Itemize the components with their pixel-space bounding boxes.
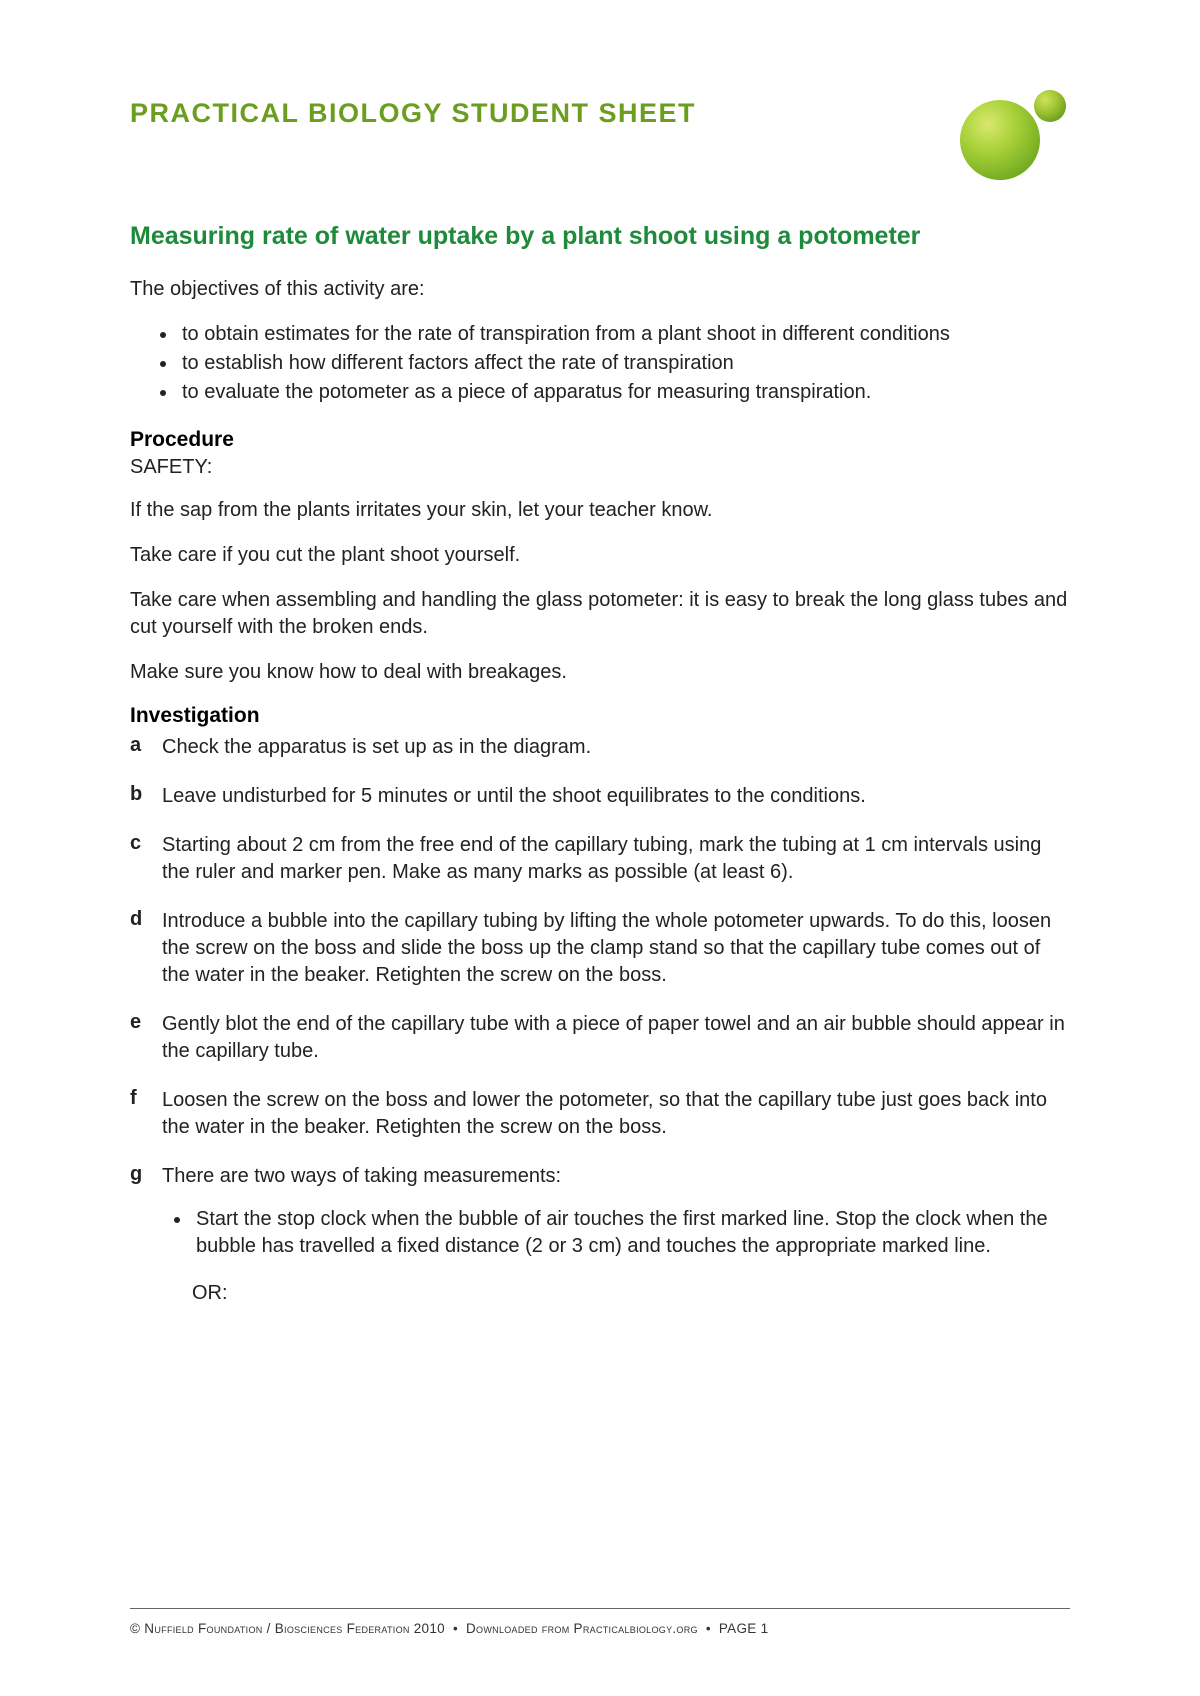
step-text: There are two ways of taking measurement… xyxy=(162,1165,561,1187)
step-text: Leave undisturbed for 5 minutes or until… xyxy=(162,783,1070,810)
investigation-steps: a Check the apparatus is set up as in th… xyxy=(130,734,1070,1307)
header: PRACTICAL BIOLOGY STUDENT SHEET xyxy=(130,90,1070,180)
step-g: g There are two ways of taking measureme… xyxy=(130,1163,1070,1307)
objective-item: to obtain estimates for the rate of tran… xyxy=(178,321,1070,348)
footer-text: © Nuffield Foundation / Biosciences Fede… xyxy=(130,1621,1070,1636)
footer-rule xyxy=(130,1608,1070,1609)
objective-item: to establish how different factors affec… xyxy=(178,350,1070,377)
step-marker: g xyxy=(130,1163,162,1307)
logo-small-circle xyxy=(1034,90,1066,122)
footer-copyright: © Nuffield Foundation / Biosciences Fede… xyxy=(130,1621,445,1636)
step-a: a Check the apparatus is set up as in th… xyxy=(130,734,1070,761)
footer-page: PAGE 1 xyxy=(719,1621,769,1636)
step-text: Introduce a bubble into the capillary tu… xyxy=(162,908,1070,989)
investigation-heading: Investigation xyxy=(130,704,1070,728)
step-marker: d xyxy=(130,908,162,989)
step-marker: e xyxy=(130,1011,162,1065)
step-marker: f xyxy=(130,1087,162,1141)
step-text: Check the apparatus is set up as in the … xyxy=(162,734,1070,761)
objective-item: to evaluate the potometer as a piece of … xyxy=(178,379,1070,406)
dot-icon: • xyxy=(706,1621,711,1636)
safety-label: SAFETY: xyxy=(130,456,1070,479)
dot-icon: • xyxy=(453,1621,458,1636)
objectives-intro: The objectives of this activity are: xyxy=(130,276,1070,303)
step-marker: c xyxy=(130,832,162,886)
procedure-heading: Procedure xyxy=(130,428,1070,452)
footer: © Nuffield Foundation / Biosciences Fede… xyxy=(130,1608,1070,1636)
objectives-list: to obtain estimates for the rate of tran… xyxy=(130,321,1070,406)
step-marker: a xyxy=(130,734,162,761)
sub-bullet-item: Start the stop clock when the bubble of … xyxy=(192,1206,1070,1260)
step-f: f Loosen the screw on the boss and lower… xyxy=(130,1087,1070,1141)
header-title: PRACTICAL BIOLOGY STUDENT SHEET xyxy=(130,90,696,129)
step-e: e Gently blot the end of the capillary t… xyxy=(130,1011,1070,1065)
step-text: Starting about 2 cm from the free end of… xyxy=(162,832,1070,886)
document-title: Measuring rate of water uptake by a plan… xyxy=(130,220,1070,254)
step-c: c Starting about 2 cm from the free end … xyxy=(130,832,1070,886)
logo-large-circle xyxy=(960,100,1040,180)
step-d: d Introduce a bubble into the capillary … xyxy=(130,908,1070,989)
step-text: Loosen the screw on the boss and lower t… xyxy=(162,1087,1070,1141)
footer-download: Downloaded from Practicalbiology.org xyxy=(466,1621,698,1636)
step-b: b Leave undisturbed for 5 minutes or unt… xyxy=(130,783,1070,810)
safety-note: Take care when assembling and handling t… xyxy=(130,587,1070,641)
safety-note: Take care if you cut the plant shoot you… xyxy=(130,542,1070,569)
step-text: Gently blot the end of the capillary tub… xyxy=(162,1011,1070,1065)
or-label: OR: xyxy=(162,1280,1070,1307)
step-content: There are two ways of taking measurement… xyxy=(162,1163,1070,1307)
step-sub-bullets: Start the stop clock when the bubble of … xyxy=(162,1206,1070,1260)
page: PRACTICAL BIOLOGY STUDENT SHEET Measurin… xyxy=(0,0,1200,1307)
safety-note: If the sap from the plants irritates you… xyxy=(130,497,1070,524)
step-marker: b xyxy=(130,783,162,810)
safety-note: Make sure you know how to deal with brea… xyxy=(130,659,1070,686)
logo-icon xyxy=(960,90,1070,180)
